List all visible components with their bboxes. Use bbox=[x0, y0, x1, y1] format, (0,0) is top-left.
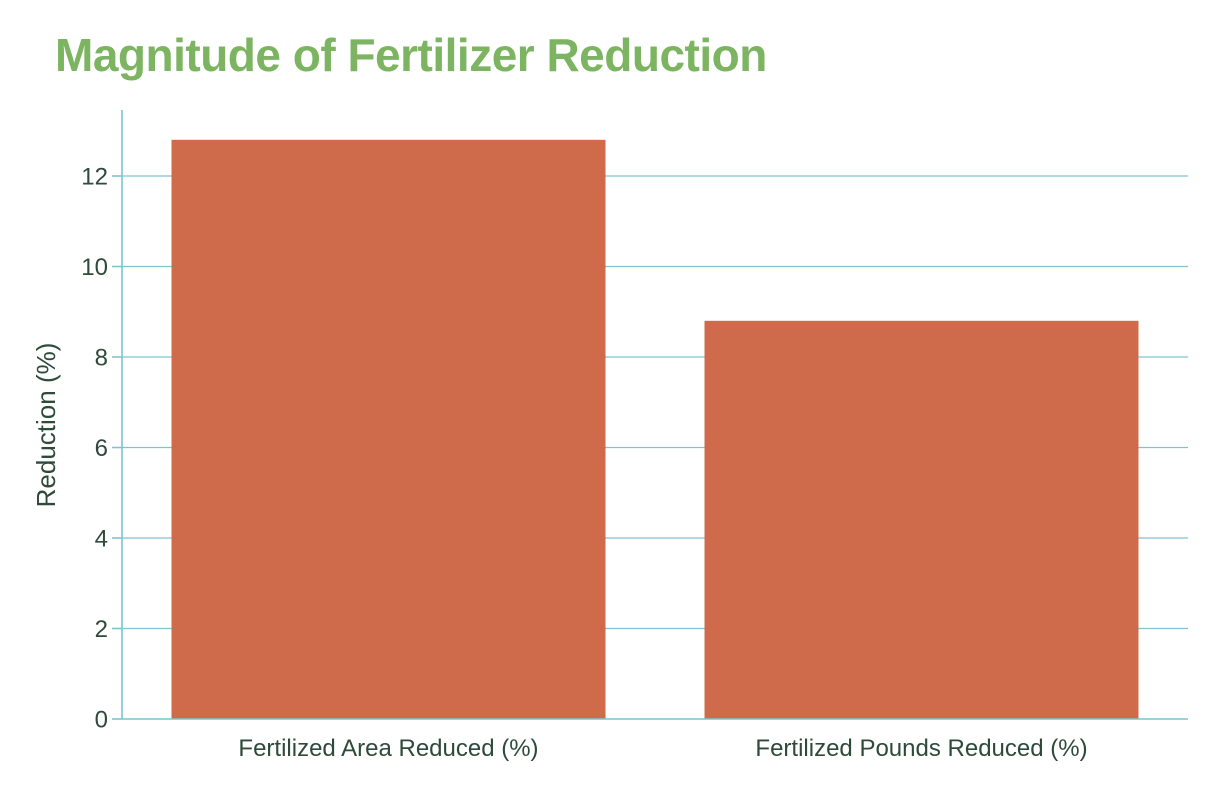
axes bbox=[112, 110, 1188, 720]
y-tick-label: 12 bbox=[81, 164, 108, 191]
bars bbox=[171, 139, 1139, 720]
x-category-label: Fertilized Pounds Reduced (%) bbox=[755, 735, 1087, 762]
y-tick-label: 4 bbox=[95, 526, 108, 553]
x-category-label: Fertilized Area Reduced (%) bbox=[238, 735, 538, 762]
chart-title: Magnitude of Fertilizer Reduction bbox=[55, 29, 767, 81]
bar-2 bbox=[704, 320, 1139, 719]
y-tick-label: 2 bbox=[95, 616, 108, 643]
axis-labels: 0 2 4 6 8 10 12 Fertilized Area Reduced (%) Fert… bbox=[81, 164, 1087, 763]
y-tick-label: 10 bbox=[81, 254, 108, 281]
y-tick-label: 6 bbox=[95, 435, 108, 462]
bar-1 bbox=[171, 139, 606, 720]
y-tick-label: 8 bbox=[95, 345, 108, 372]
y-tick-label: 0 bbox=[95, 707, 108, 734]
y-axis-title: Reduction (%) bbox=[31, 343, 61, 508]
